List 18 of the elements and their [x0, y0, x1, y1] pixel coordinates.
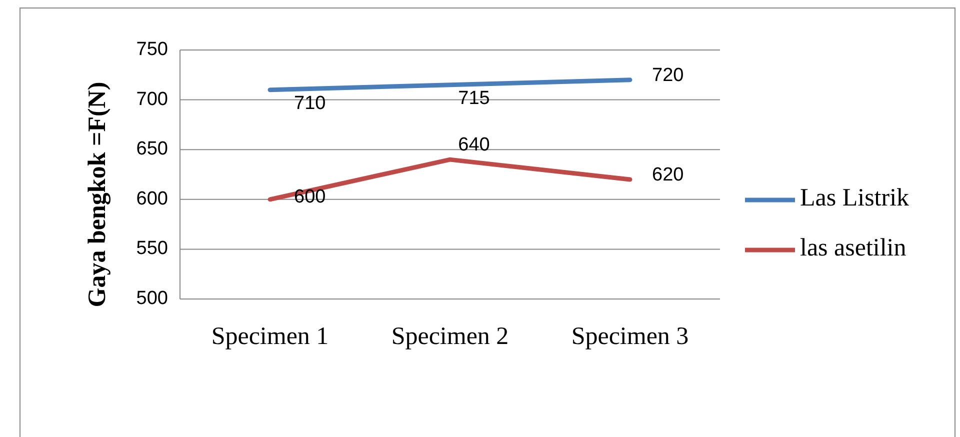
y-axis-title: Gaya bengkok =F(N) [84, 82, 111, 308]
data-label: 600 [294, 186, 326, 208]
y-tick-label: 750 [136, 39, 168, 60]
data-label: 620 [652, 164, 684, 186]
legend-label: las asetilin [800, 234, 907, 262]
y-tick-label: 500 [136, 288, 168, 310]
y-tick-label: 700 [136, 88, 168, 110]
x-tick-label: Specimen 2 [391, 323, 509, 350]
data-label: 715 [458, 88, 490, 109]
x-tick-label: Specimen 1 [211, 323, 329, 350]
x-tick-label: Specimen 3 [571, 323, 689, 350]
y-tick-label: 600 [136, 188, 168, 210]
data-label: 640 [458, 134, 490, 156]
y-tick-label: 650 [136, 138, 168, 160]
data-label: 720 [652, 64, 684, 86]
data-label: 710 [294, 92, 326, 114]
legend-label: Las Listrik [800, 184, 910, 212]
y-tick-label: 550 [136, 238, 168, 260]
